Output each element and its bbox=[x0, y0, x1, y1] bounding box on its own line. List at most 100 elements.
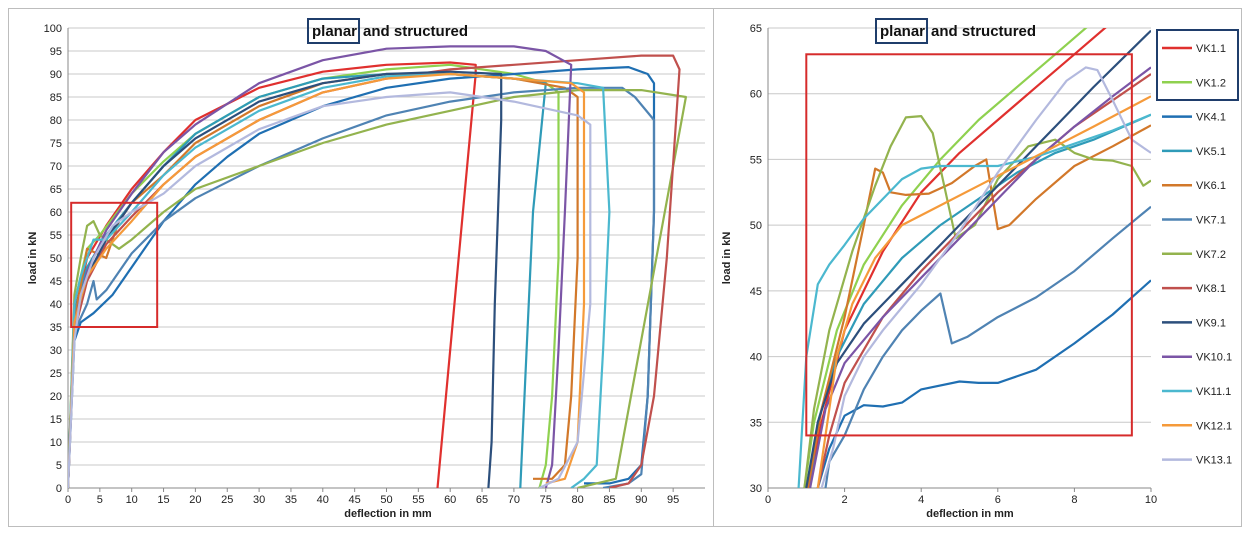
x-tick-label: 20 bbox=[189, 494, 201, 506]
series-line-VK11.1 bbox=[68, 72, 611, 488]
x-tick-label: 30 bbox=[253, 494, 265, 506]
x-axis-label: deflection in mm bbox=[926, 508, 1014, 520]
y-tick-label: 45 bbox=[750, 286, 762, 298]
y-tick-label: 80 bbox=[50, 115, 62, 127]
y-tick-label: 60 bbox=[750, 89, 762, 101]
series-line-VK10.1 bbox=[809, 66, 1151, 488]
x-tick-label: 45 bbox=[349, 494, 361, 506]
legend-highlight-box bbox=[1156, 29, 1239, 101]
x-tick-label: 0 bbox=[765, 494, 771, 506]
series-line-VK9.1 bbox=[805, 29, 1151, 488]
series-line-VK6.1 bbox=[807, 124, 1151, 488]
series-line-VK4.1 bbox=[816, 279, 1151, 488]
legend-label-VK1.1: VK1.1 bbox=[1196, 43, 1226, 55]
x-tick-label: 95 bbox=[667, 494, 679, 506]
figure-frame bbox=[8, 8, 1242, 527]
series-line-VK7.2 bbox=[68, 89, 687, 488]
y-tick-label: 70 bbox=[50, 161, 62, 173]
y-tick-label: 50 bbox=[50, 253, 62, 265]
y-tick-label: 0 bbox=[56, 483, 62, 495]
x-tick-label: 4 bbox=[918, 494, 924, 506]
y-tick-label: 75 bbox=[50, 138, 62, 150]
series-line-VK12.1 bbox=[816, 95, 1151, 488]
x-tick-label: 10 bbox=[126, 494, 138, 506]
series-line-VK12.1 bbox=[68, 72, 586, 488]
legend-label-VK7.1: VK7.1 bbox=[1196, 215, 1226, 227]
x-tick-label: 0 bbox=[65, 494, 71, 506]
series-line-VK7.1 bbox=[824, 205, 1151, 488]
x-tick-label: 65 bbox=[476, 494, 488, 506]
x-tick-label: 50 bbox=[380, 494, 392, 506]
y-tick-label: 35 bbox=[750, 417, 762, 429]
x-tick-label: 40 bbox=[317, 494, 329, 506]
x-tick-label: 8 bbox=[1071, 494, 1077, 506]
title-part-boxed: planar bbox=[312, 23, 357, 40]
x-tick-label: 90 bbox=[635, 494, 647, 506]
y-tick-label: 55 bbox=[50, 230, 62, 242]
series-line-VK13.1 bbox=[68, 91, 592, 488]
highlight-box bbox=[805, 53, 1133, 437]
legend-label-VK7.2: VK7.2 bbox=[1196, 249, 1226, 261]
y-tick-label: 40 bbox=[750, 352, 762, 364]
title-highlight-box bbox=[875, 18, 929, 44]
y-tick-label: 65 bbox=[50, 184, 62, 196]
y-tick-label: 60 bbox=[50, 207, 62, 219]
x-tick-label: 25 bbox=[221, 494, 233, 506]
series-line-VK9.1 bbox=[68, 70, 503, 488]
x-axis-label: deflection in mm bbox=[344, 508, 432, 520]
y-tick-label: 95 bbox=[50, 46, 62, 58]
y-tick-label: 35 bbox=[50, 322, 62, 334]
y-tick-label: 100 bbox=[44, 23, 62, 35]
legend-label-VK4.1: VK4.1 bbox=[1196, 112, 1226, 124]
legend-label-VK13.1: VK13.1 bbox=[1196, 455, 1232, 467]
legend: VK1.1 VK1.2 VK4.1 VK5.1 VK6.1 VK7.1 VK7.2 VK8.1… bbox=[1156, 29, 1239, 467]
series-line-VK10.1 bbox=[68, 45, 573, 488]
legend-label-VK12.1: VK12.1 bbox=[1196, 420, 1232, 432]
legend-label-VK8.1: VK8.1 bbox=[1196, 283, 1226, 295]
legend-label-VK6.1: VK6.1 bbox=[1196, 180, 1226, 192]
right-chart-panel: 30 35 40 45 50 55 60 65 0 2 4 6 8 10 deflection in mm l… bbox=[721, 18, 1157, 520]
series-line-VK1.2 bbox=[803, 28, 1088, 488]
x-tick-label: 5 bbox=[97, 494, 103, 506]
x-tick-label: 55 bbox=[412, 494, 424, 506]
series-line-VK13.1 bbox=[820, 66, 1151, 488]
x-tick-label: 10 bbox=[1145, 494, 1157, 506]
chart-title: planar and structured bbox=[307, 18, 468, 44]
y-tick-label: 65 bbox=[750, 23, 762, 35]
x-tick-label: 60 bbox=[444, 494, 456, 506]
y-tick-label: 15 bbox=[50, 414, 62, 426]
y-axis-label: load in kN bbox=[27, 232, 39, 285]
legend-label-VK10.1: VK10.1 bbox=[1196, 352, 1232, 364]
y-tick-label: 20 bbox=[50, 391, 62, 403]
x-tick-label: 80 bbox=[571, 494, 583, 506]
x-tick-label: 2 bbox=[842, 494, 848, 506]
y-tick-label: 30 bbox=[750, 483, 762, 495]
y-tick-label: 40 bbox=[50, 299, 62, 311]
highlight-box bbox=[70, 201, 159, 328]
chart-title: planar and structured bbox=[875, 18, 1036, 44]
y-tick-label: 5 bbox=[56, 460, 62, 472]
legend-label-VK11.1: VK11.1 bbox=[1196, 386, 1231, 398]
x-tick-label: 6 bbox=[995, 494, 1001, 506]
x-tick-label: 15 bbox=[157, 494, 169, 506]
title-highlight-box bbox=[307, 18, 361, 44]
y-tick-label: 25 bbox=[50, 368, 62, 380]
legend-label-VK5.1: VK5.1 bbox=[1196, 146, 1226, 158]
y-tick-label: 85 bbox=[50, 92, 62, 104]
y-tick-label: 45 bbox=[50, 276, 62, 288]
series-line-VK1.2 bbox=[68, 63, 560, 488]
x-tick-label: 35 bbox=[285, 494, 297, 506]
y-tick-label: 50 bbox=[750, 220, 762, 232]
series-group bbox=[797, 28, 1151, 488]
title-part-rest: and structured bbox=[363, 23, 468, 40]
y-tick-label: 90 bbox=[50, 69, 62, 81]
legend-label-VK1.2: VK1.2 bbox=[1196, 77, 1226, 89]
title-part-rest: and structured bbox=[931, 23, 1036, 40]
y-tick-label: 30 bbox=[50, 345, 62, 357]
series-line-VK1.1 bbox=[68, 61, 477, 488]
series-line-VK8.1 bbox=[68, 54, 681, 488]
series-line-VK7.1 bbox=[68, 86, 656, 488]
